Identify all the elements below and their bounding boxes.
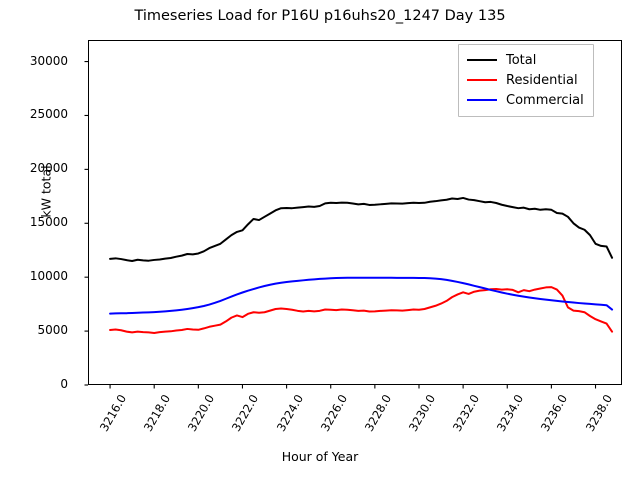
x-tick-marks (109, 385, 597, 389)
x-tick-label: 3232.0 (449, 392, 483, 434)
y-tick-label: 15000 (29, 215, 68, 230)
x-tick-label: 3228.0 (361, 392, 394, 434)
legend-swatch-residential (467, 79, 497, 81)
legend-swatch-total (467, 59, 497, 61)
x-tick-label: 3230.0 (405, 392, 439, 434)
legend-label: Commercial (506, 92, 584, 108)
x-tick-label: 3236.0 (538, 392, 571, 434)
x-tick-label: 3216.0 (96, 392, 130, 434)
x-tick-label: 3220.0 (185, 392, 218, 434)
legend-label: Total (506, 52, 537, 68)
legend-swatch-commercial (467, 99, 497, 101)
y-tick-label: 20000 (29, 161, 68, 176)
legend: Total Residential Commercial (458, 44, 594, 117)
legend-item-residential[interactable]: Residential (467, 70, 584, 90)
y-tick-label: 10000 (29, 269, 68, 284)
x-tick-label: 3224.0 (273, 392, 306, 434)
y-tick-label: 25000 (29, 107, 68, 122)
x-tick-label: 3222.0 (229, 392, 262, 434)
x-tick-label: 3226.0 (317, 392, 350, 434)
legend-item-total[interactable]: Total (467, 50, 584, 70)
chart-title: Timeseries Load for P16U p16uhs20_1247 D… (134, 8, 506, 24)
y-tick-label: 30000 (29, 53, 68, 68)
legend-item-commercial[interactable]: Commercial (467, 90, 584, 110)
y-tick-label: 5000 (37, 323, 68, 338)
x-axis-label: Hour of Year (281, 449, 359, 464)
legend-label: Residential (506, 72, 578, 88)
x-tick-label: 3218.0 (141, 392, 174, 434)
x-tick-label: 3234.0 (494, 392, 527, 434)
y-axis-label: kW total (38, 165, 54, 218)
x-tick-label: 3238.0 (582, 392, 615, 434)
y-tick-label: 0 (60, 377, 68, 391)
